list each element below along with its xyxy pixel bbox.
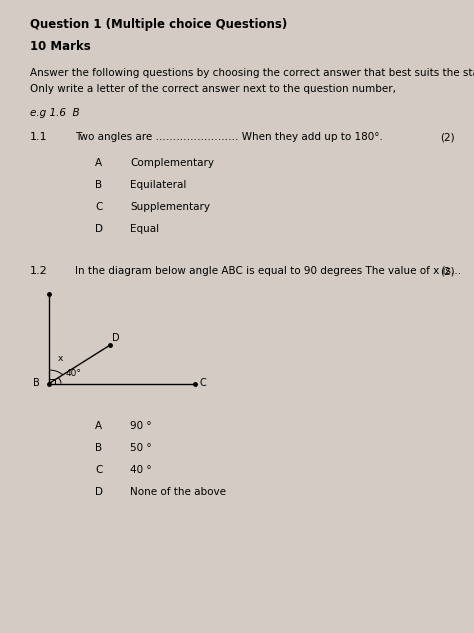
Text: D: D xyxy=(95,487,103,497)
Text: C: C xyxy=(199,379,206,389)
Text: e.g 1.6  B: e.g 1.6 B xyxy=(30,108,80,118)
Text: Answer the following questions by choosing the correct answer that best suits th: Answer the following questions by choosi… xyxy=(30,68,474,78)
Text: B: B xyxy=(33,379,40,389)
Text: In the diagram below angle ABC is equal to 90 degrees The value of x is...: In the diagram below angle ABC is equal … xyxy=(75,266,461,276)
Text: 1.1: 1.1 xyxy=(30,132,47,142)
Text: Equal: Equal xyxy=(130,224,159,234)
Text: 90 °: 90 ° xyxy=(130,421,152,431)
Text: Complementary: Complementary xyxy=(130,158,214,168)
Text: 50 °: 50 ° xyxy=(130,443,152,453)
Text: Supplementary: Supplementary xyxy=(130,202,210,212)
Text: B: B xyxy=(95,180,102,190)
Text: C: C xyxy=(95,202,102,212)
Text: x: x xyxy=(57,354,63,363)
Text: D: D xyxy=(95,224,103,234)
Text: Two angles are …………………… When they add up to 180°.: Two angles are …………………… When they add up… xyxy=(75,132,383,142)
Text: A: A xyxy=(95,158,102,168)
Text: (2): (2) xyxy=(440,266,455,276)
Text: A: A xyxy=(95,421,102,431)
Text: C: C xyxy=(95,465,102,475)
Text: 1.2: 1.2 xyxy=(30,266,48,276)
Text: 10 Marks: 10 Marks xyxy=(30,40,91,53)
Text: B: B xyxy=(95,443,102,453)
Text: Equilateral: Equilateral xyxy=(130,180,186,190)
Text: 40 °: 40 ° xyxy=(130,465,152,475)
Text: Only write a letter of the correct answer next to the question number,: Only write a letter of the correct answe… xyxy=(30,84,396,94)
Text: None of the above: None of the above xyxy=(130,487,226,497)
Text: (2): (2) xyxy=(440,132,455,142)
Text: D: D xyxy=(112,334,120,344)
Text: 40°: 40° xyxy=(65,369,81,378)
Text: Question 1 (Multiple choice Questions): Question 1 (Multiple choice Questions) xyxy=(30,18,287,31)
